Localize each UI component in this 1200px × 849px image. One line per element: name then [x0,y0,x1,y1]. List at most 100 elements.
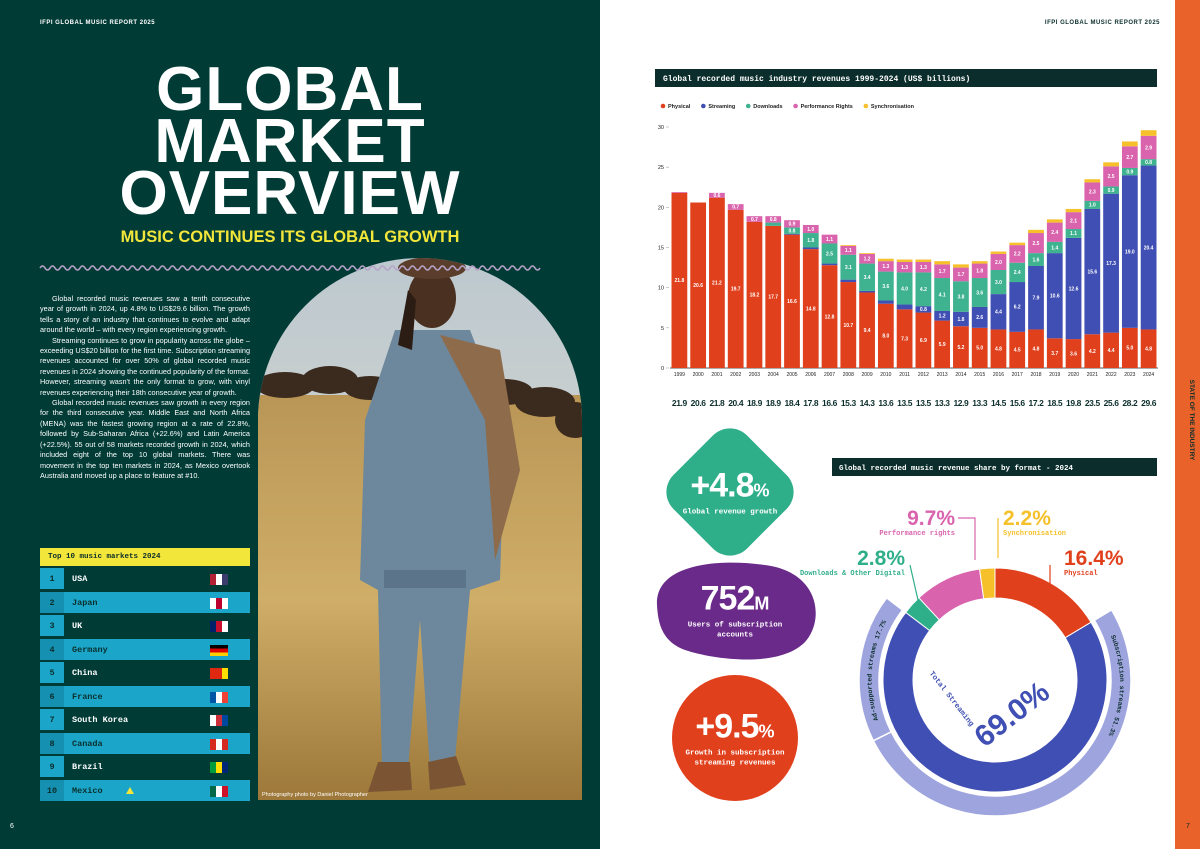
breakdown-slice [858,596,904,742]
slice-label: 9.7% Performance rights [835,508,955,539]
bar-segment [877,258,894,262]
bar-segment [971,261,988,264]
bar-segment [915,306,932,313]
bar-segment [1121,146,1138,168]
segment-label: 2.7 [1126,155,1133,161]
bar-segment [990,251,1007,254]
bar-segment [934,310,951,321]
y-tick-label: 20 [658,205,664,211]
total-label: 15.3 [841,398,857,408]
segment-label: 3.7 [1051,351,1058,357]
row-rank: 4 [40,638,64,660]
legend-label: Performance Rights [801,104,853,110]
flag [210,785,228,797]
segment-label: 4.2 [1089,349,1096,355]
x-tick-label: 2015 [974,372,985,378]
segment-label: 2.9 [1145,145,1152,151]
row-rank: 8 [40,732,64,754]
segment-label: 12.8 [825,314,835,320]
y-tick-label: 30 [658,125,664,131]
stat-figure-line: +9.5% [655,708,815,747]
paragraph: Global recorded music revenues saw growt… [40,398,250,480]
bar-segment [990,329,1007,368]
stat-unit: % [758,721,775,742]
segment-label: 2.4 [1051,230,1058,236]
segment-label: 4.1 [939,292,946,298]
segment-label: 4.8 [1145,347,1152,353]
y-tick-label: 15 [658,246,664,252]
x-tick-label: 2003 [749,372,760,378]
x-tick-label: 2021 [1087,372,1098,378]
bar-segment [765,222,782,226]
bar-segment [934,320,951,368]
bar-segment [990,294,1007,330]
segment-label: 5.0 [976,346,983,352]
bar-segment [877,303,894,368]
bar-segment [859,263,875,291]
bar-segment [1140,135,1157,160]
bar-segment [1103,193,1119,333]
stat: 752M Users of subscription accounts [655,580,815,641]
stat-label: Global revenue growth [682,508,778,517]
bar-segment [1009,331,1026,368]
table-row: 3 UK [40,615,250,637]
bar-segment [1121,327,1138,368]
total-label: 17.2 [1029,398,1045,408]
segment-label: 3.0 [995,280,1002,286]
segment-label: 3.1 [845,265,852,271]
bar-segment [1121,175,1138,328]
segment-label: 0.8 [920,307,927,313]
slice-label: 16.4% Physical [1064,548,1184,579]
bar-segment [1028,265,1044,330]
segment-label: 1.8 [976,269,983,275]
row-country: China [72,668,98,678]
x-tick-label: 2019 [1049,372,1060,378]
segment-label: 3.8 [957,294,964,300]
segment-label: 19.7 [731,287,741,293]
bar-segment [784,227,800,234]
bar-segment [1084,208,1101,335]
y-tick-label: 0 [661,366,664,372]
stat-shape [666,428,794,556]
bar-segment [840,282,857,368]
donut-slice [979,567,996,600]
x-tick-label: 2005 [786,372,797,378]
stat-figure-line: +4.8% [650,467,810,506]
total-label: 13.3 [935,398,951,408]
bar-segment [859,253,875,264]
segment-label: 6.2 [1014,305,1021,311]
segment-label: 4.2 [920,287,927,293]
bar-segment [915,261,932,273]
bar-segment [915,272,932,307]
bar-segment [953,311,969,327]
segment-label: 3.6 [882,284,889,290]
bar-segment [1046,222,1063,242]
side-strip [1175,0,1200,849]
chart-title-bar [655,69,1157,87]
flag [210,738,228,750]
table-row: 7 South Korea [40,709,250,731]
total-label: 18.4 [785,398,801,408]
bar-segment [1084,200,1101,209]
photo-credit: Photography photo by Daniel Photographer [262,792,368,798]
flag [210,574,228,585]
total-label: 13.3 [972,398,988,408]
segment-label: 1.3 [901,265,908,271]
bar-segment [1009,245,1026,263]
legend-label: Streaming [708,104,735,110]
total-label: 29.6 [1141,398,1157,408]
total-label: 17.8 [803,398,819,408]
bar-segment [953,326,969,368]
bar-segment [1009,242,1026,246]
stat: +4.8% Global revenue growth [650,467,810,518]
bar-segment [802,247,819,250]
bar-segment [915,312,932,368]
rank-up-icon [126,786,134,794]
segment-label: 0.9 [1126,169,1133,175]
bar-segment [821,265,838,368]
x-tick-label: 2024 [1143,372,1154,378]
total-label: 16.6 [822,398,838,408]
bar-segment [896,309,913,368]
x-tick-label: 2014 [955,372,966,378]
